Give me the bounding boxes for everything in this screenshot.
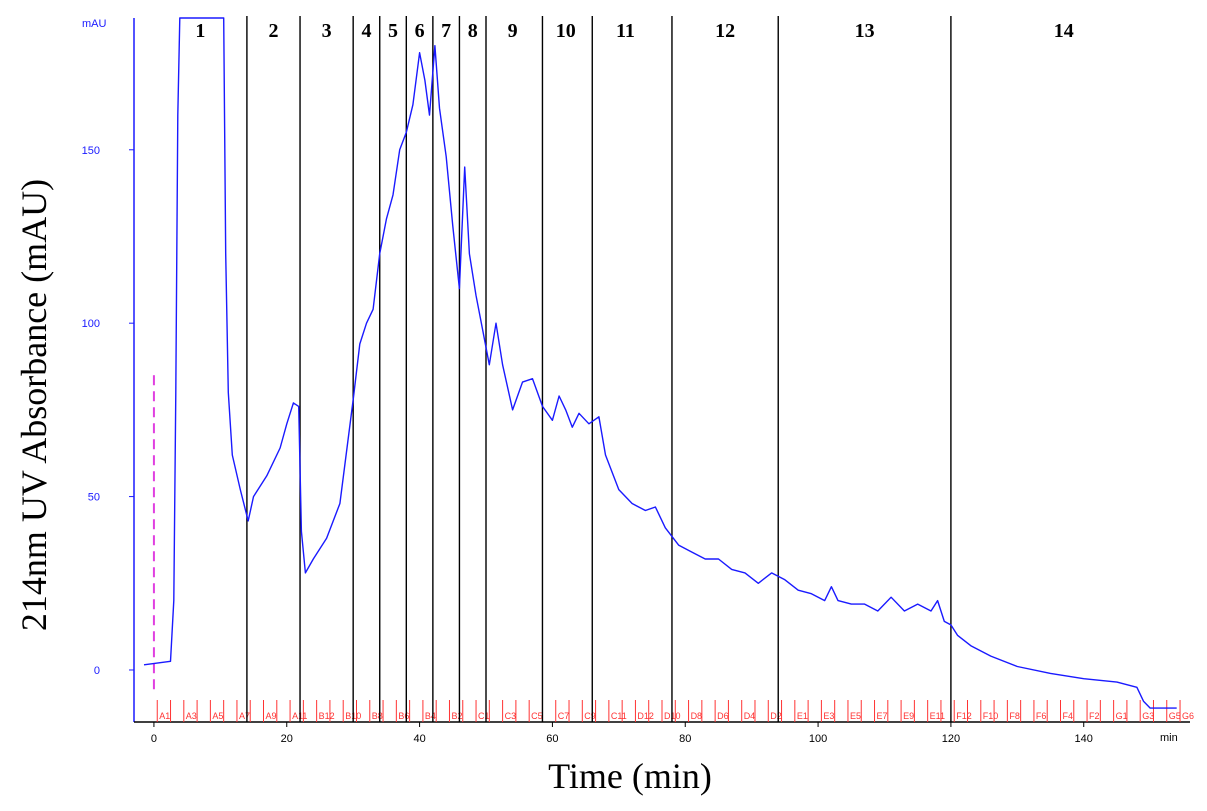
x-tick-label: 20 — [281, 733, 293, 745]
fraction-well-label: C7 — [558, 711, 570, 721]
fraction-well-label: E5 — [850, 711, 861, 721]
fraction-well-label: F4 — [1062, 711, 1073, 721]
y-tick-label: 0 — [94, 665, 100, 677]
x-tick-label: 40 — [413, 733, 425, 745]
fraction-well-label: E7 — [877, 711, 888, 721]
fraction-well-label: B2 — [451, 711, 462, 721]
fraction-number-label: 13 — [855, 20, 875, 42]
fraction-well-label: A3 — [186, 711, 197, 721]
fraction-well-label: G1 — [1116, 711, 1128, 721]
fraction-well-label: C11 — [611, 711, 627, 721]
fraction-number-label: 10 — [556, 20, 576, 42]
fraction-number-label: 5 — [388, 20, 398, 42]
fraction-well-label: F12 — [956, 711, 972, 721]
fraction-well-label: B4 — [425, 711, 436, 721]
fraction-well-label: E9 — [903, 711, 914, 721]
fraction-well-label: G6 — [1182, 711, 1194, 721]
fraction-well-label: E3 — [823, 711, 834, 721]
x-tick-label: 120 — [942, 733, 960, 745]
absorbance-trace — [143, 17, 1177, 709]
fraction-well-label: D4 — [744, 711, 756, 721]
fraction-well-label: A1 — [159, 711, 170, 721]
fraction-number-label: 4 — [361, 20, 371, 42]
fraction-number-label: 2 — [268, 20, 278, 42]
fraction-number-label: 6 — [415, 20, 425, 42]
fraction-well-label: G3 — [1142, 711, 1154, 721]
x-axis-unit: min — [1160, 732, 1178, 744]
fraction-well-label: D6 — [717, 711, 729, 721]
fraction-well-label: C1 — [478, 711, 490, 721]
fraction-number-label: 12 — [715, 20, 735, 42]
fraction-well-label: C5 — [531, 711, 543, 721]
x-axis-label: Time (min) — [548, 756, 712, 796]
fraction-well-label: E11 — [930, 711, 945, 721]
fraction-number-label: 9 — [508, 20, 518, 42]
fraction-well-label: B12 — [319, 711, 335, 721]
y-axis-unit: mAU — [82, 18, 107, 30]
fraction-number-label: 14 — [1054, 20, 1074, 42]
fraction-well-label: D12 — [637, 711, 654, 721]
fraction-well-label: A9 — [266, 711, 277, 721]
fraction-well-label: B6 — [398, 711, 409, 721]
fraction-well-label: D2 — [770, 711, 782, 721]
fraction-well-label: F10 — [983, 711, 999, 721]
fraction-well-label: D8 — [691, 711, 703, 721]
y-tick-label: 150 — [82, 145, 100, 157]
fraction-number-label: 7 — [441, 20, 451, 42]
fraction-well-label: A7 — [239, 711, 250, 721]
x-tick-label: 140 — [1075, 733, 1093, 745]
fraction-well-label: C3 — [505, 711, 517, 721]
x-tick-label: 100 — [809, 733, 827, 745]
x-tick-label: 0 — [151, 733, 157, 745]
x-tick-label: 80 — [679, 733, 691, 745]
fraction-well-label: E1 — [797, 711, 808, 721]
y-axis-label: 214nm UV Absorbance (mAU) — [14, 178, 54, 632]
fraction-number-label: 8 — [468, 20, 478, 42]
fraction-well-label: B8 — [372, 711, 383, 721]
fraction-well-label: F6 — [1036, 711, 1047, 721]
fraction-well-label: G5 — [1169, 711, 1181, 721]
fraction-number-label: 1 — [195, 20, 205, 42]
fraction-number-label: 3 — [322, 20, 332, 42]
fraction-well-label: C9 — [584, 711, 596, 721]
fraction-well-label: F2 — [1089, 711, 1100, 721]
y-tick-label: 50 — [88, 492, 100, 504]
y-tick-label: 100 — [82, 318, 100, 330]
fraction-well-label: A5 — [212, 711, 223, 721]
fraction-number-label: 11 — [616, 20, 635, 42]
fraction-well-label: F8 — [1009, 711, 1020, 721]
x-tick-label: 60 — [546, 733, 558, 745]
